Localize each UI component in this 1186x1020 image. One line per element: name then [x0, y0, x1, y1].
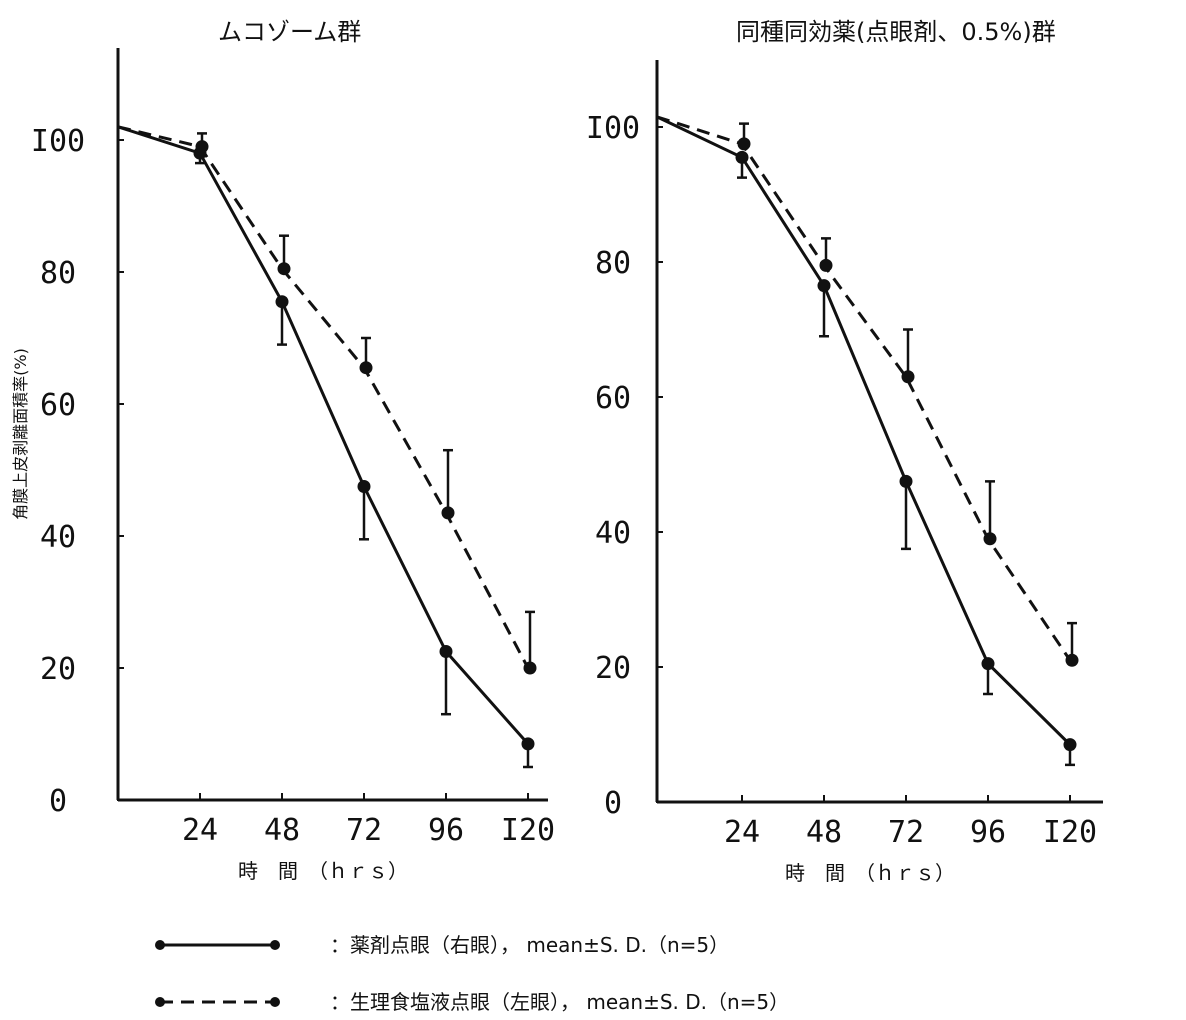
p1-x-tick-label: 96: [428, 813, 464, 848]
p1-x-tick-label: 48: [264, 813, 300, 848]
legend-label: ：薬剤点眼（右眼）， mean±S. D.（n=5）: [330, 933, 729, 957]
p2-x-tick-label: I20: [1043, 815, 1097, 850]
p2-data-point: [981, 657, 995, 671]
legend-marker: [155, 997, 165, 1007]
p2-data-point: [817, 279, 831, 293]
p2-series-drug-line: [656, 115, 1072, 746]
legend-label: ：生理食塩液点眼（左眼）， mean±S. D.（n=5）: [330, 990, 789, 1014]
p2-y-tick-label: 20: [595, 651, 631, 686]
y-axis-title: 角膜上皮剥離面積率(%): [11, 348, 30, 520]
p1-y-tick-label: 0: [49, 784, 67, 819]
p1-y-tick-label: I00: [31, 124, 85, 159]
p1-x-axis-title: 時 間 （ｈｒｓ）: [238, 859, 408, 883]
p1-series-saline-line: [117, 125, 530, 669]
p2-data-point: [1063, 738, 1077, 752]
p1-y-tick-label: 80: [40, 256, 76, 291]
p2-y-tick-label: 0: [604, 786, 622, 821]
p1-data-point: [441, 506, 455, 520]
p1-x-tick-label: 72: [346, 813, 382, 848]
left-panel-title: ムコゾーム群: [218, 18, 362, 46]
p1-data-point: [439, 645, 453, 658]
p2-data-point: [983, 532, 997, 546]
p1-data-point: [523, 661, 537, 675]
p2-y-tick-label: 80: [595, 246, 631, 281]
p2-series-saline-line: [656, 115, 1072, 662]
p1-x-tick-label: I20: [501, 813, 555, 848]
right-panel-title: 同種同効薬(点眼剤、0.5%)群: [736, 18, 1056, 46]
p1-y-tick-label: 40: [40, 520, 76, 555]
p2-data-point: [819, 258, 833, 272]
p2-data-point: [735, 150, 749, 164]
p2-data-point: [737, 137, 751, 151]
p2-x-tick-label: 48: [806, 815, 842, 850]
p2-y-tick-label: 40: [595, 516, 631, 551]
p2-data-point: [901, 370, 915, 384]
p2-data-point: [899, 474, 913, 488]
p2-y-tick-label: 60: [595, 381, 631, 416]
legend-marker: [155, 940, 165, 950]
p2-y-tick-label: I00: [586, 111, 640, 146]
p2-x-axis-title: 時 間 （ｈｒｓ）: [785, 861, 955, 885]
p1-series-drug-line: [117, 125, 530, 745]
p1-data-point: [357, 480, 371, 493]
p2-x-tick-label: 72: [888, 815, 924, 850]
p2-x-tick-label: 24: [724, 815, 760, 850]
p1-y-tick-label: 20: [40, 652, 76, 687]
p1-y-tick-label: 60: [40, 388, 76, 423]
p1-data-point: [359, 361, 373, 375]
p1-data-point: [277, 262, 291, 276]
p2-data-point: [1065, 653, 1079, 667]
p1-x-tick-label: 24: [182, 813, 218, 848]
legend-marker: [270, 997, 280, 1007]
legend-marker: [270, 940, 280, 950]
p1-data-point: [195, 140, 209, 154]
p2-x-tick-label: 96: [970, 815, 1006, 850]
p1-data-point: [521, 737, 535, 751]
p1-data-point: [275, 295, 289, 309]
